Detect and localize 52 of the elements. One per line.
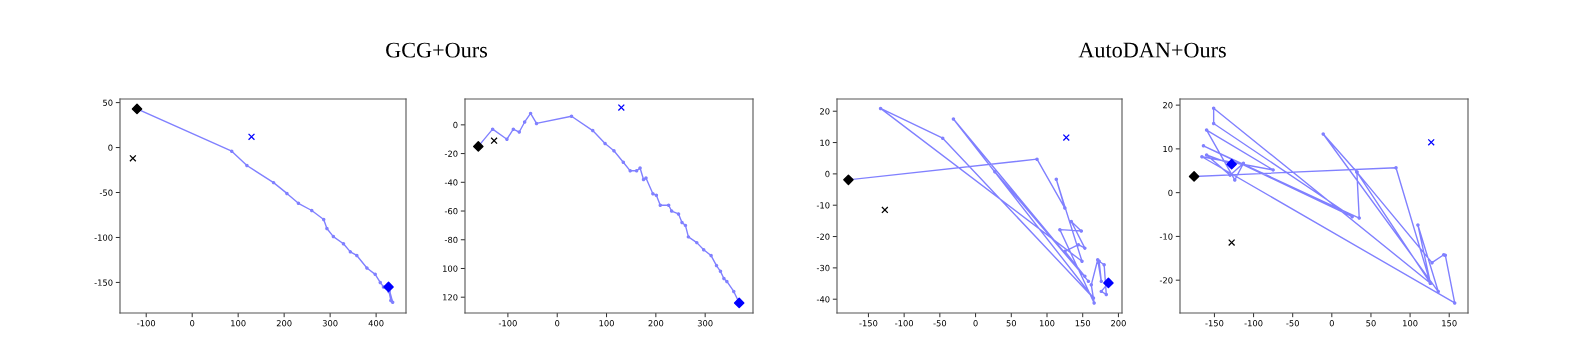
y-tick-label: 0 — [825, 170, 830, 178]
y-tick-label: -30 — [816, 264, 830, 272]
x-tick-label: -50 — [1286, 320, 1299, 327]
x-tick-label: -50 — [933, 320, 947, 327]
y-tick-label: 120 — [443, 294, 458, 301]
x-tick-label: 0 — [190, 320, 195, 327]
x-tick-label: 0 — [973, 320, 978, 327]
x-tick-label: 150 — [1075, 320, 1091, 327]
x-tick-label: 100 — [1039, 320, 1055, 327]
chart-title: GCG+Ours — [386, 42, 488, 58]
y-tick-label: 0 — [1168, 189, 1173, 196]
x-tick-label: 150 — [1442, 320, 1457, 327]
y-tick-label: -40 — [816, 296, 830, 303]
y-tick-label: 20 — [1163, 102, 1173, 109]
y-tick-label: 20 — [820, 108, 830, 115]
y-tick-label: -20 — [444, 150, 458, 157]
y-tick-label: -10 — [1159, 233, 1173, 240]
chart-title: AutoDAN+Ours — [1078, 42, 1226, 58]
x-tick-label: -100 — [137, 320, 156, 327]
x-tick-label: 200 — [1111, 320, 1126, 327]
y-tick-label: 0 — [108, 144, 113, 151]
y-tick-label: 50 — [103, 99, 113, 106]
y-tick-label: -10 — [816, 202, 830, 209]
x-tick-label: 300 — [322, 320, 338, 327]
y-tick-label: -20 — [816, 233, 830, 240]
y-tick-label: 10 — [820, 139, 830, 146]
y-tick-label: -50 — [99, 189, 113, 196]
x-tick-label: -100 — [1244, 320, 1263, 327]
x-tick-label: 50 — [1366, 320, 1376, 327]
y-tick-label: -80 — [444, 236, 458, 244]
x-tick-label: 400 — [368, 320, 384, 327]
x-tick-label: 100 — [231, 320, 246, 327]
y-tick-label: -60 — [444, 208, 458, 215]
y-tick-label: -150 — [94, 279, 113, 286]
y-tick-label: -40 — [444, 179, 458, 186]
y-tick-label: 100 — [443, 265, 458, 272]
x-tick-label: -100 — [498, 320, 517, 327]
y-tick-label: 10 — [1163, 145, 1173, 153]
y-tick-label: -100 — [94, 234, 113, 241]
x-tick-label: 200 — [648, 320, 664, 327]
x-tick-label: 100 — [1403, 320, 1418, 327]
x-tick-label: -150 — [859, 320, 878, 327]
x-tick-label: -100 — [895, 320, 914, 327]
y-tick-label: 0 — [453, 121, 458, 129]
x-tick-label: 300 — [697, 320, 713, 327]
x-tick-label: 50 — [1006, 320, 1017, 327]
x-tick-label: -150 — [1205, 320, 1224, 327]
y-tick-label: -20 — [1159, 277, 1173, 284]
x-tick-label: 100 — [599, 320, 614, 327]
x-tick-label: 0 — [1329, 320, 1334, 327]
x-tick-label: 200 — [276, 320, 292, 327]
x-tick-label: 0 — [555, 320, 560, 327]
